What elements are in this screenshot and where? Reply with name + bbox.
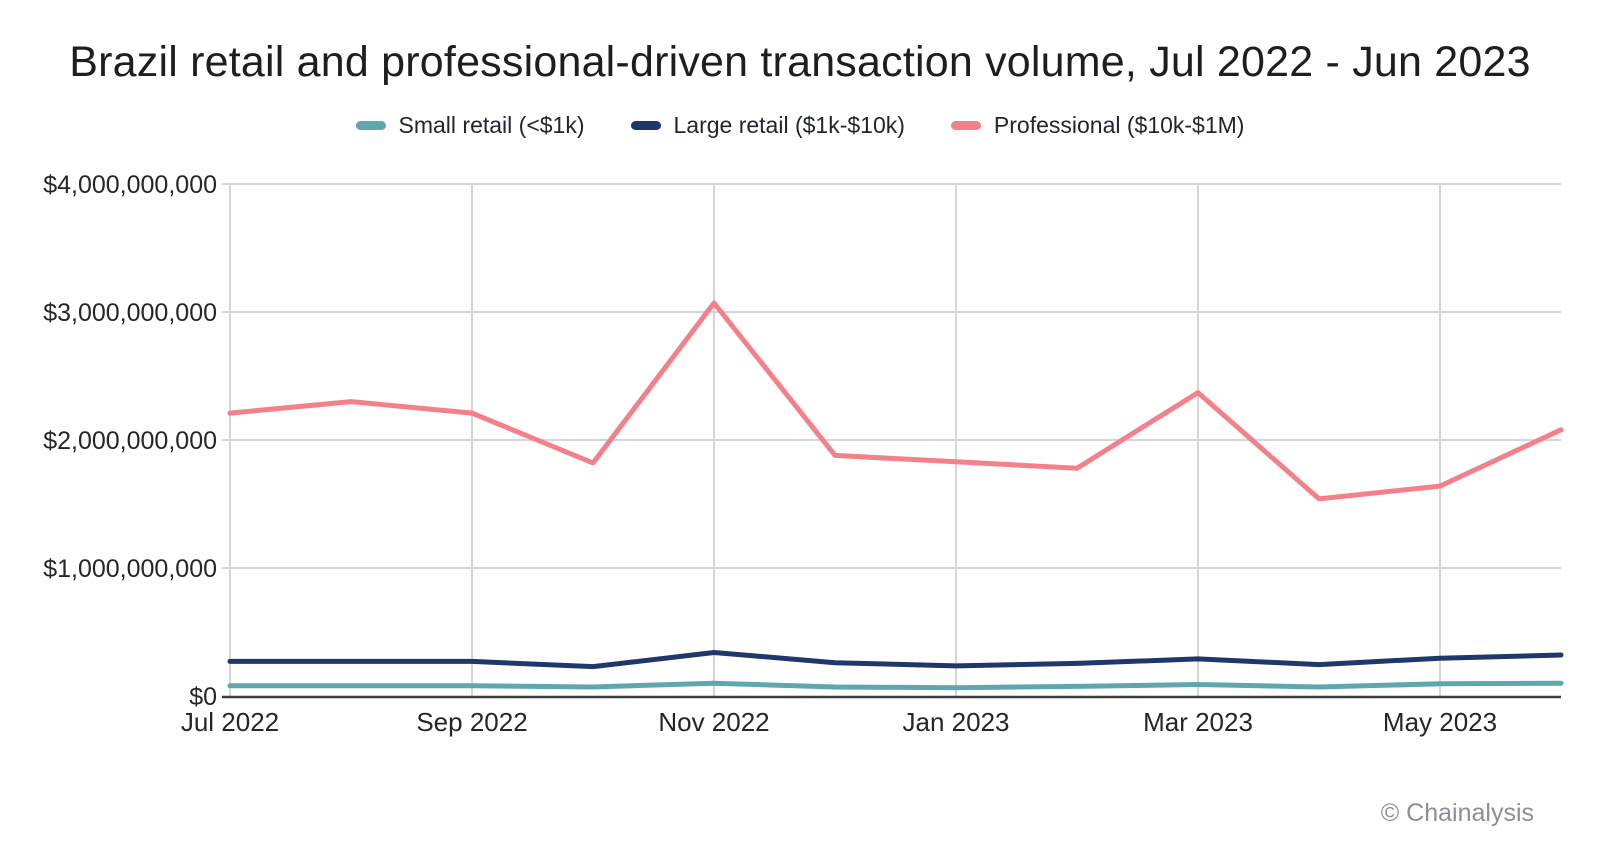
- legend-swatch-small-retail: [355, 121, 386, 130]
- legend-label-small-retail: Small retail (<$1k): [398, 112, 585, 138]
- copyright-notice: © Chainalysis: [1380, 799, 1534, 827]
- series-line-professional: [227, 300, 1564, 502]
- y-tick-label: $2,000,000,000: [43, 427, 217, 455]
- y-tick-label: $1,000,000,000: [43, 555, 217, 583]
- x-tick-label: May 2023: [1383, 707, 1497, 737]
- x-tick-label: Mar 2023: [1143, 707, 1253, 737]
- legend-label-large-retail: Large retail ($1k-$10k): [673, 112, 905, 138]
- chart-title: Brazil retail and professional-driven tr…: [69, 38, 1531, 86]
- x-tick-label: Jul 2022: [181, 707, 279, 737]
- series-line-large-retail: [227, 650, 1564, 670]
- y-tick-label: $0: [189, 683, 217, 711]
- x-tick-label: Nov 2022: [658, 707, 769, 737]
- chart-legend: Small retail (<$1k) Large retail ($1k-$10…: [0, 112, 1600, 139]
- series-line-small-retail: [227, 680, 1564, 691]
- legend-swatch-large-retail: [630, 121, 661, 130]
- x-tick-label: Jan 2023: [903, 707, 1010, 737]
- x-tick-label: Sep 2022: [416, 707, 527, 737]
- y-tick-label: $4,000,000,000: [43, 171, 217, 199]
- y-tick-label: $3,000,000,000: [43, 299, 217, 327]
- legend-item-small-retail: Small retail (<$1k): [355, 112, 585, 139]
- legend-label-professional: Professional ($10k-$1M): [993, 112, 1245, 138]
- legend-item-large-retail: Large retail ($1k-$10k): [630, 112, 905, 139]
- legend-item-professional: Professional ($10k-$1M): [950, 112, 1245, 139]
- legend-swatch-professional: [950, 121, 981, 130]
